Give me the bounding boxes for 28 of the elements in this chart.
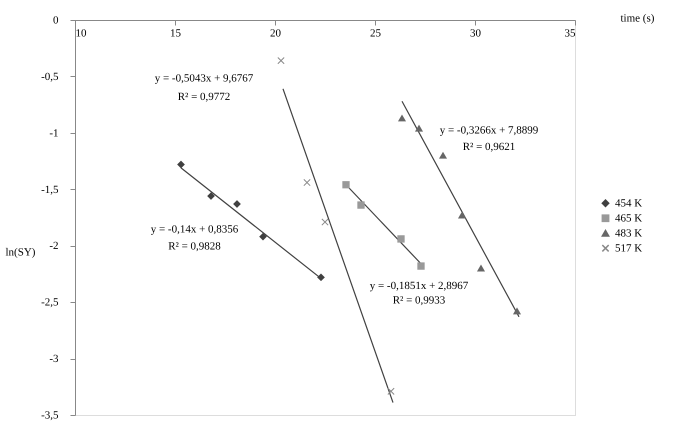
x-tick-label: 15 xyxy=(170,28,182,40)
y-tick-label: -1 xyxy=(49,127,58,140)
x-tick-label: 20 xyxy=(270,28,282,40)
y-axis-title: ln(SY) xyxy=(6,246,36,258)
x-tick-label: 30 xyxy=(470,28,482,40)
y-tick-label: -2 xyxy=(49,240,58,252)
annotation: y = -0,5043x + 9,6767 xyxy=(154,72,254,84)
annotation: R² = 0,9621 xyxy=(462,140,516,153)
legend-label: 454 K xyxy=(615,197,642,210)
legend-label: 517 K xyxy=(615,242,642,254)
x-axis-title: time (s) xyxy=(620,12,655,24)
y-tick-label: 0 xyxy=(53,14,59,26)
annotation: y = -0,14x + 0,8356 xyxy=(150,223,239,236)
legend-label: 483 K xyxy=(615,227,642,240)
annotation: y = -0,1851x + 2,8967 xyxy=(370,280,469,292)
x-tick-label: 35 xyxy=(564,28,576,40)
annotation: R² = 0,9772 xyxy=(178,91,230,104)
x-tick-label: 10 xyxy=(76,28,87,40)
annotation: y = -0,3266x + 7,8899 xyxy=(440,124,539,137)
y-tick-label: -0,5 xyxy=(41,70,59,83)
y-tick-label: -1,5 xyxy=(41,184,59,196)
y-tick-label: -3 xyxy=(49,353,59,366)
x-tick-label: 25 xyxy=(370,28,382,40)
annotation: R² = 0,9933 xyxy=(392,294,446,306)
annotation: R² = 0,9828 xyxy=(168,240,222,253)
y-tick-label: -2,5 xyxy=(41,296,59,309)
legend-label: 465 K xyxy=(615,212,642,224)
y-tick-label: -3,5 xyxy=(41,410,59,422)
